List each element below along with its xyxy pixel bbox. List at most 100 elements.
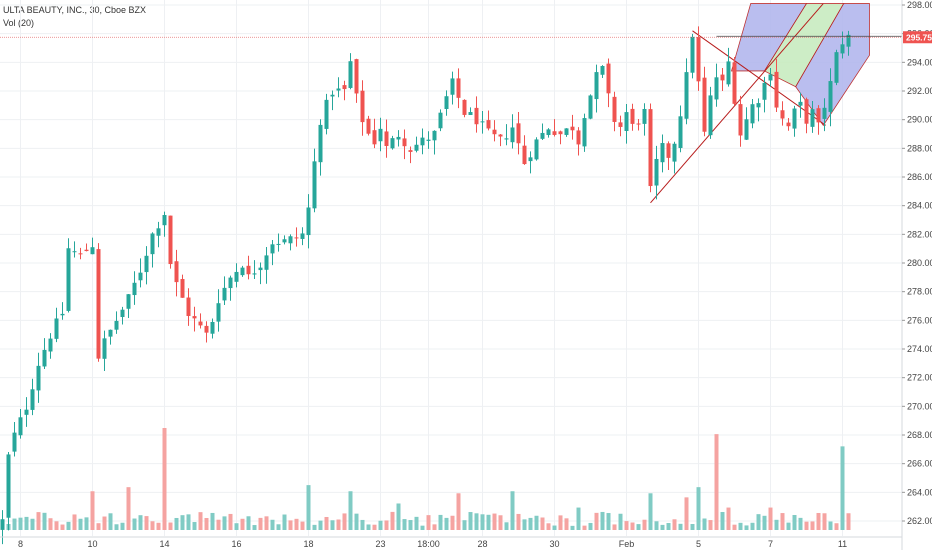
candle-48 — [288, 234, 293, 251]
volume-indicator-label[interactable]: Vol (20) — [3, 18, 35, 28]
price-tick-label-18: 262.00 — [907, 516, 932, 526]
candle-body — [336, 88, 341, 91]
volume-bar-105 — [630, 522, 635, 530]
volume-bar-42 — [252, 525, 257, 530]
candle-52 — [312, 148, 317, 213]
candle-67 — [402, 129, 407, 160]
candle-body — [654, 158, 659, 186]
candle-132 — [792, 105, 797, 137]
volume-bar-95 — [570, 525, 575, 530]
candle-84 — [504, 124, 509, 146]
candle-21 — [126, 293, 131, 318]
candle-71 — [426, 131, 431, 149]
volume-bar-108 — [648, 493, 653, 530]
candle-body — [300, 233, 305, 239]
volume-bar-137 — [822, 513, 827, 530]
candle-93 — [558, 130, 563, 145]
candle-body — [510, 127, 515, 143]
candle-46 — [276, 233, 281, 252]
volume-bar-90 — [540, 517, 545, 530]
volume-bar-76 — [456, 493, 461, 530]
candle-96 — [576, 127, 581, 156]
candle-39 — [234, 263, 239, 288]
volume-bar-88 — [528, 517, 533, 530]
candle-body — [390, 138, 395, 149]
candle-body — [432, 130, 437, 141]
candle-body — [774, 71, 779, 108]
trend-line-down — [692, 30, 826, 126]
candle-28 — [168, 215, 173, 269]
candle-27 — [162, 211, 167, 237]
candle-body — [450, 78, 455, 95]
candle-body — [564, 128, 569, 135]
candle-35 — [210, 318, 215, 339]
volume-bar-130 — [780, 513, 785, 530]
volume-bar-97 — [582, 525, 587, 530]
volume-bar-19 — [114, 524, 119, 530]
candle-body — [528, 157, 533, 162]
candle-body — [294, 237, 299, 239]
volume-bar-82 — [492, 513, 497, 530]
candle-body — [588, 95, 593, 119]
candle-121 — [726, 47, 731, 87]
volume-bar-98 — [588, 522, 593, 530]
candle-22 — [132, 271, 137, 305]
volume-bar-139 — [834, 523, 839, 530]
candle-104 — [624, 104, 629, 144]
candle-78 — [468, 107, 473, 116]
candle-body — [36, 365, 41, 391]
candle-9 — [54, 307, 59, 343]
candle-75 — [450, 71, 455, 105]
candle-body — [66, 248, 71, 311]
candle-57 — [342, 80, 347, 101]
candle-body — [606, 63, 611, 94]
volume-bar-24 — [144, 516, 149, 530]
candle-body — [126, 294, 131, 309]
candle-body — [360, 90, 365, 123]
candle-body — [174, 261, 179, 283]
time-tick-label-12: 11 — [838, 539, 847, 549]
volume-bar-53 — [318, 520, 323, 530]
candle-90 — [540, 123, 545, 140]
volume-bar-107 — [642, 519, 647, 530]
candle-body — [84, 249, 89, 252]
candle-body — [750, 104, 755, 124]
price-tick-label-9: 280.00 — [907, 258, 932, 268]
candle-body — [366, 118, 371, 134]
candle-body — [408, 150, 413, 152]
candle-body — [378, 128, 383, 142]
candle-17 — [102, 330, 107, 371]
symbol-title[interactable]: ULTA BEAUTY, INC., 30, Cboe BZX — [3, 5, 147, 15]
candle-47 — [282, 235, 287, 245]
candle-body — [444, 96, 449, 109]
candle-10 — [60, 302, 65, 320]
candle-37 — [222, 276, 227, 305]
candle-88 — [528, 151, 533, 174]
candle-body — [708, 95, 713, 136]
candle-123 — [738, 95, 743, 147]
candle-body — [24, 409, 29, 415]
candle-body — [480, 121, 485, 123]
candle-body — [558, 131, 563, 135]
candle-124 — [744, 107, 749, 140]
volume-bar-93 — [558, 515, 563, 530]
candle-body — [132, 282, 137, 296]
volume-bar-125 — [750, 522, 755, 530]
candle-body — [18, 417, 23, 436]
candle-139 — [834, 49, 839, 86]
candle-32 — [192, 306, 197, 332]
candle-body — [312, 161, 317, 209]
volume-bar-5 — [30, 518, 35, 530]
candle-50 — [300, 227, 305, 246]
candle-85 — [510, 114, 515, 149]
volume-bar-67 — [402, 519, 407, 530]
volume-bar-104 — [624, 521, 629, 530]
volume-bar-121 — [726, 507, 731, 530]
candle-body — [306, 207, 311, 236]
candle-body — [246, 265, 251, 275]
candle-body — [534, 139, 539, 160]
candle-29 — [174, 249, 179, 297]
candle-body — [492, 129, 497, 135]
candle-13 — [78, 247, 83, 260]
